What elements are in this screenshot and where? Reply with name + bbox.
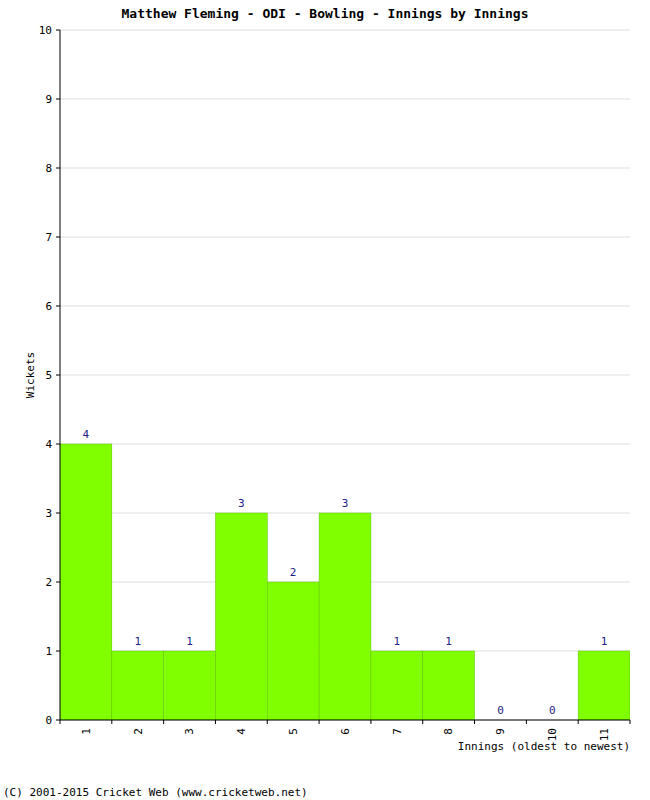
data-label: 1 [134, 635, 141, 648]
y-tick [56, 720, 60, 721]
footer: (C) 2001-2015 Cricket Web (www.cricketwe… [3, 786, 308, 799]
y-tick [56, 99, 60, 100]
bar [371, 651, 423, 720]
x-boundary-tick [370, 720, 371, 724]
bar [578, 651, 630, 720]
grid-line [60, 375, 630, 376]
bar [164, 651, 216, 720]
y-tick [56, 237, 60, 238]
y-axis [60, 30, 61, 720]
y-tick [56, 30, 60, 31]
y-tick-label: 3 [45, 507, 52, 520]
bar [112, 651, 164, 720]
y-tick-label: 9 [45, 93, 52, 106]
y-axis-label: Wickets [24, 352, 37, 398]
x-tick-label: 4 [235, 728, 248, 735]
data-label: 3 [238, 497, 245, 510]
bar [267, 582, 319, 720]
data-label: 1 [601, 635, 608, 648]
bar [423, 651, 475, 720]
x-tick-label: 3 [183, 728, 196, 735]
grid-line [60, 168, 630, 169]
x-tick-label: 6 [339, 728, 352, 735]
data-label: 1 [445, 635, 452, 648]
y-tick-label: 4 [45, 438, 52, 451]
x-tick-label: 8 [442, 728, 455, 735]
y-tick [56, 306, 60, 307]
data-label: 2 [290, 566, 297, 579]
y-tick-label: 10 [39, 24, 52, 37]
bar [215, 513, 267, 720]
y-tick [56, 375, 60, 376]
y-tick [56, 513, 60, 514]
x-boundary-tick [111, 720, 112, 724]
grid-line [60, 444, 630, 445]
x-boundary-tick [630, 720, 631, 724]
y-tick-label: 6 [45, 300, 52, 313]
x-boundary-tick [60, 720, 61, 724]
x-axis [60, 720, 630, 721]
x-boundary-tick [474, 720, 475, 724]
bars [60, 444, 630, 720]
chart-container: 012345678910411323110011234567891011Matt… [0, 0, 650, 800]
x-axis-label: Innings (oldest to newest) [458, 740, 630, 753]
bar [319, 513, 371, 720]
x-boundary-tick [422, 720, 423, 724]
x-tick-label: 5 [287, 728, 300, 735]
data-label: 0 [497, 704, 504, 717]
y-tick-label: 7 [45, 231, 52, 244]
data-label: 1 [186, 635, 193, 648]
x-tick-label: 2 [132, 728, 145, 735]
x-tick-label: 7 [391, 728, 404, 735]
grid-line [60, 99, 630, 100]
y-tick-label: 8 [45, 162, 52, 175]
data-label: 0 [549, 704, 556, 717]
data-label: 1 [394, 635, 401, 648]
x-boundary-tick [215, 720, 216, 724]
y-tick [56, 651, 60, 652]
y-tick-label: 1 [45, 645, 52, 658]
title: Matthew Fleming - ODI - Bowling - Inning… [122, 6, 529, 21]
x-boundary-tick [267, 720, 268, 724]
x-tick-label: 1 [80, 728, 93, 735]
x-boundary-tick [526, 720, 527, 724]
y-tick-label: 0 [45, 714, 52, 727]
y-tick [56, 168, 60, 169]
data-label: 3 [342, 497, 349, 510]
y-tick [56, 444, 60, 445]
grid-line [60, 306, 630, 307]
x-boundary-tick [163, 720, 164, 724]
grid-line [60, 237, 630, 238]
x-boundary-tick [319, 720, 320, 724]
grid-line [60, 720, 630, 721]
bar [60, 444, 112, 720]
chart-svg: 012345678910411323110011234567891011Matt… [0, 0, 650, 800]
x-tick-label: 9 [494, 728, 507, 735]
background [0, 0, 650, 800]
y-tick-label: 5 [45, 369, 52, 382]
y-tick-label: 2 [45, 576, 52, 589]
data-label: 4 [83, 428, 90, 441]
grid-line [60, 30, 630, 31]
y-tick [56, 582, 60, 583]
x-boundary-tick [578, 720, 579, 724]
